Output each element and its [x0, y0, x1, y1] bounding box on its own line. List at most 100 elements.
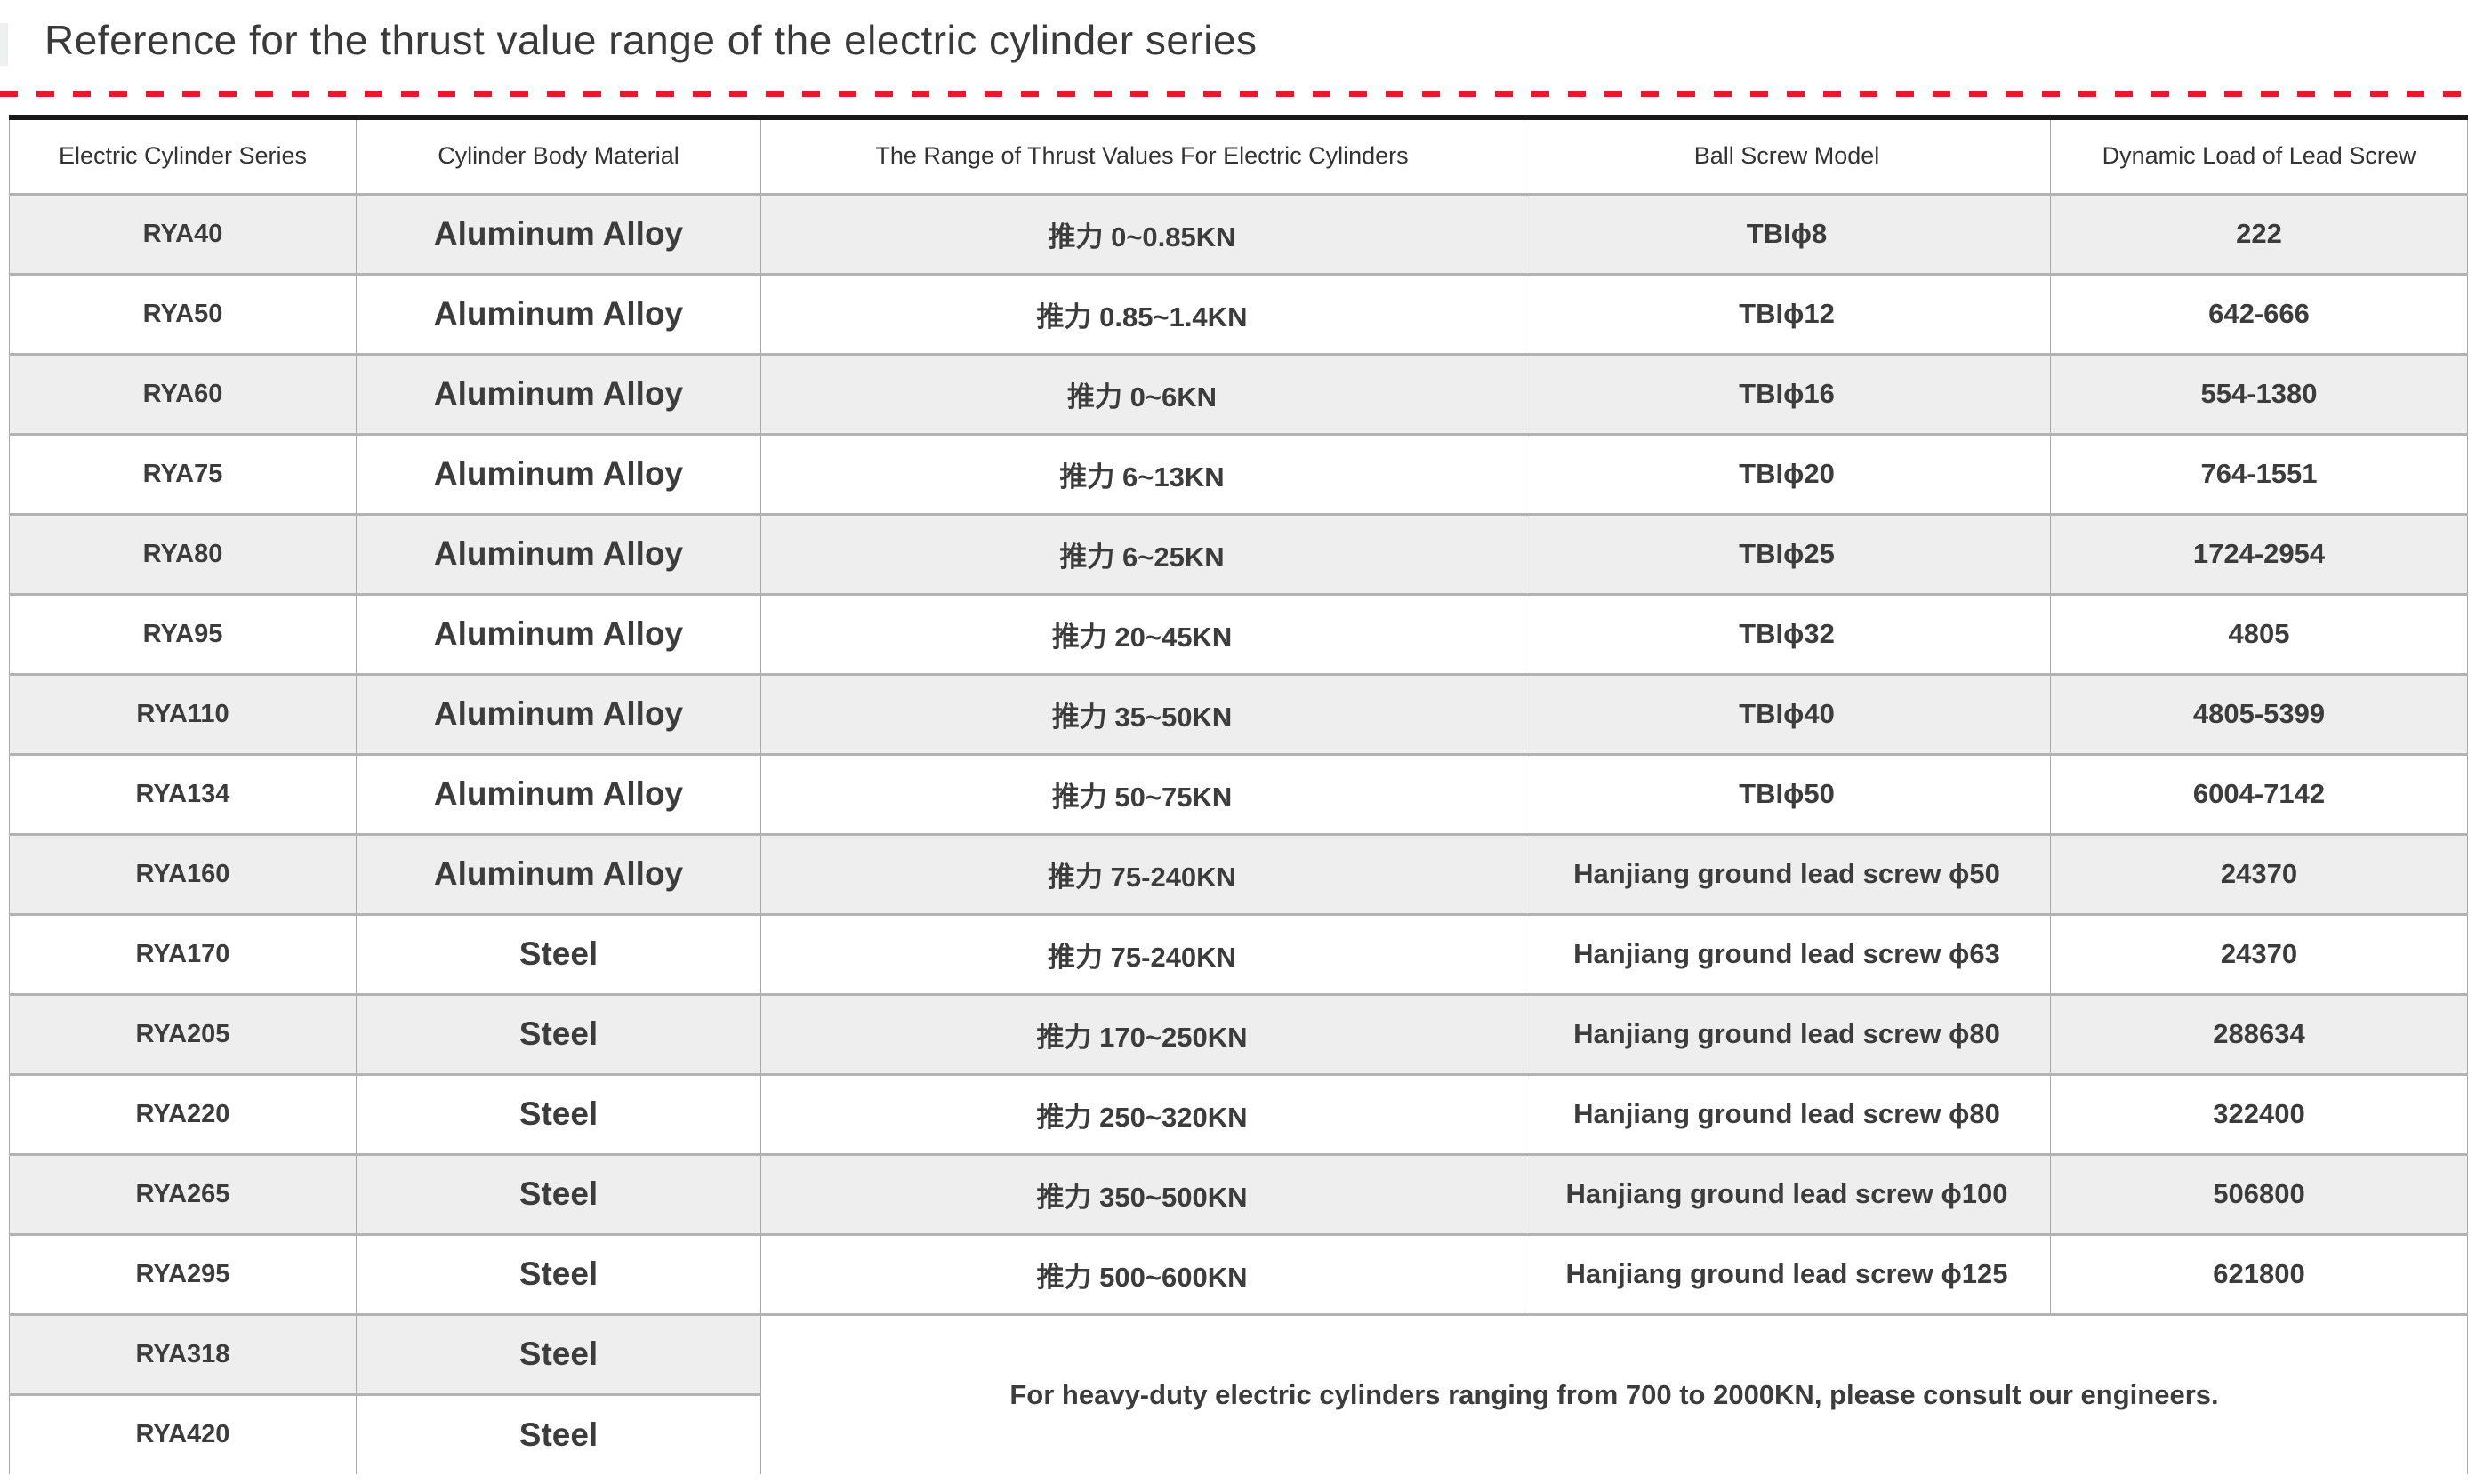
cell-thrust: 推力 35~50KN [760, 672, 1523, 754]
cell-dynamic-load: 621800 [2050, 1232, 2468, 1314]
cell-thrust: 推力 6~13KN [760, 432, 1523, 514]
cell-series: RYA205 [9, 992, 357, 1074]
cell-series: RYA295 [9, 1232, 357, 1314]
cell-ball-screw: Hanjiang ground lead screw ϕ80 [1523, 992, 2051, 1074]
header-electric-cylinder-series: Electric Cylinder Series [9, 117, 357, 194]
cell-series: RYA134 [9, 752, 357, 834]
thrust-reference-table: Electric Cylinder Series Cylinder Body M… [9, 115, 2468, 1474]
cell-ball-screw: Hanjiang ground lead screw ϕ80 [1523, 1072, 2051, 1154]
table-row: RYA110 Aluminum Alloy 推力 35~50KN TBIϕ40 4805… [9, 672, 2468, 754]
cell-series: RYA80 [9, 512, 357, 594]
heavy-duty-note: For heavy-duty electric cylinders rangin… [760, 1312, 2468, 1474]
cell-ball-screw: TBIϕ16 [1523, 352, 2051, 434]
cell-material: Steel [356, 1232, 761, 1314]
cell-dynamic-load: 506800 [2050, 1152, 2468, 1234]
cell-series: RYA420 [9, 1392, 357, 1474]
cell-material: Aluminum Alloy [356, 832, 761, 914]
cell-material: Aluminum Alloy [356, 352, 761, 434]
header-thrust-range: The Range of Thrust Values For Electric … [760, 117, 1523, 194]
cell-dynamic-load: 288634 [2050, 992, 2468, 1074]
cell-series: RYA170 [9, 912, 357, 994]
table-row: RYA160 Aluminum Alloy 推力 75-240KN Hanjiang … [9, 832, 2468, 914]
header-ball-screw-model: Ball Screw Model [1523, 117, 2051, 194]
cell-ball-screw: TBIϕ32 [1523, 592, 2051, 674]
cell-dynamic-load: 222 [2050, 192, 2468, 274]
cell-ball-screw: TBIϕ25 [1523, 512, 2051, 594]
cell-series: RYA50 [9, 272, 357, 354]
page-title: Reference for the thrust value range of … [44, 17, 1258, 63]
table-row: RYA265 Steel 推力 350~500KN Hanjiang ground l… [9, 1152, 2468, 1234]
cell-ball-screw: TBIϕ50 [1523, 752, 2051, 834]
cell-thrust: 推力 50~75KN [760, 752, 1523, 834]
cell-dynamic-load: 24370 [2050, 832, 2468, 914]
cell-series: RYA95 [9, 592, 357, 674]
table-row: RYA60 Aluminum Alloy 推力 0~6KN TBIϕ16 554-138… [9, 352, 2468, 434]
cell-material: Aluminum Alloy [356, 192, 761, 274]
cell-ball-screw: TBIϕ40 [1523, 672, 2051, 754]
cell-series: RYA110 [9, 672, 357, 754]
cell-dynamic-load: 322400 [2050, 1072, 2468, 1154]
cell-series: RYA40 [9, 192, 357, 274]
table-row: RYA205 Steel 推力 170~250KN Hanjiang ground l… [9, 992, 2468, 1074]
table-body: RYA40 Aluminum Alloy 推力 0~0.85KN TBIϕ8 222 RY… [9, 192, 2468, 1474]
table-row: RYA75 Aluminum Alloy 推力 6~13KN TBIϕ20 764-15… [9, 432, 2468, 514]
cell-dynamic-load: 24370 [2050, 912, 2468, 994]
cell-material: Steel [356, 1312, 761, 1394]
cell-dynamic-load: 764-1551 [2050, 432, 2468, 514]
cell-thrust: 推力 500~600KN [760, 1232, 1523, 1314]
cell-dynamic-load: 4805 [2050, 592, 2468, 674]
cell-dynamic-load: 6004-7142 [2050, 752, 2468, 834]
cell-material: Aluminum Alloy [356, 592, 761, 674]
cell-material: Aluminum Alloy [356, 672, 761, 754]
table-header: Electric Cylinder Series Cylinder Body M… [9, 117, 2468, 194]
cell-material: Steel [356, 912, 761, 994]
cell-series: RYA318 [9, 1312, 357, 1394]
cell-ball-screw: Hanjiang ground lead screw ϕ125 [1523, 1232, 2051, 1314]
table-row: RYA220 Steel 推力 250~320KN Hanjiang ground l… [9, 1072, 2468, 1154]
header-row: Electric Cylinder Series Cylinder Body M… [9, 117, 2468, 194]
table-row: RYA170 Steel 推力 75-240KN Hanjiang ground le… [9, 912, 2468, 994]
cell-series: RYA220 [9, 1072, 357, 1154]
cell-series: RYA60 [9, 352, 357, 434]
cell-thrust: 推力 250~320KN [760, 1072, 1523, 1154]
page-header: Reference for the thrust value range of … [0, 0, 2476, 97]
cell-ball-screw: Hanjiang ground lead screw ϕ63 [1523, 912, 2051, 994]
cell-thrust: 推力 20~45KN [760, 592, 1523, 674]
cell-material: Aluminum Alloy [356, 752, 761, 834]
table-row: RYA95 Aluminum Alloy 推力 20~45KN TBIϕ32 4805 [9, 592, 2468, 674]
cell-ball-screw: Hanjiang ground lead screw ϕ100 [1523, 1152, 2051, 1234]
cell-material: Aluminum Alloy [356, 432, 761, 514]
cell-thrust: 推力 0~6KN [760, 352, 1523, 434]
cell-dynamic-load: 642-666 [2050, 272, 2468, 354]
cell-thrust: 推力 350~500KN [760, 1152, 1523, 1234]
cell-series: RYA75 [9, 432, 357, 514]
cell-thrust: 推力 75-240KN [760, 912, 1523, 994]
title-accent-bar [0, 23, 8, 66]
table-row: RYA134 Aluminum Alloy 推力 50~75KN TBIϕ50 6004… [9, 752, 2468, 834]
cell-material: Steel [356, 1152, 761, 1234]
cell-material: Steel [356, 1072, 761, 1154]
cell-thrust: 推力 0~0.85KN [760, 192, 1523, 274]
cell-ball-screw: TBIϕ8 [1523, 192, 2051, 274]
table-row: RYA295 Steel 推力 500~600KN Hanjiang ground l… [9, 1232, 2468, 1314]
table-row: RYA50 Aluminum Alloy 推力 0.85~1.4KN TBIϕ12 64… [9, 272, 2468, 354]
cell-dynamic-load: 4805-5399 [2050, 672, 2468, 754]
cell-dynamic-load: 554-1380 [2050, 352, 2468, 434]
cell-ball-screw: Hanjiang ground lead screw ϕ50 [1523, 832, 2051, 914]
cell-ball-screw: TBIϕ12 [1523, 272, 2051, 354]
cell-thrust: 推力 0.85~1.4KN [760, 272, 1523, 354]
cell-material: Aluminum Alloy [356, 512, 761, 594]
header-dynamic-load: Dynamic Load of Lead Screw [2050, 117, 2468, 194]
table-row: RYA40 Aluminum Alloy 推力 0~0.85KN TBIϕ8 222 [9, 192, 2468, 274]
cell-thrust: 推力 170~250KN [760, 992, 1523, 1074]
cell-ball-screw: TBIϕ20 [1523, 432, 2051, 514]
table-row: RYA80 Aluminum Alloy 推力 6~25KN TBIϕ25 1724-2… [9, 512, 2468, 594]
cell-series: RYA160 [9, 832, 357, 914]
cell-dynamic-load: 1724-2954 [2050, 512, 2468, 594]
cell-thrust: 推力 75-240KN [760, 832, 1523, 914]
cell-material: Aluminum Alloy [356, 272, 761, 354]
cell-thrust: 推力 6~25KN [760, 512, 1523, 594]
cell-material: Steel [356, 1392, 761, 1474]
dashed-divider [0, 91, 2476, 97]
header-cylinder-body-material: Cylinder Body Material [356, 117, 761, 194]
